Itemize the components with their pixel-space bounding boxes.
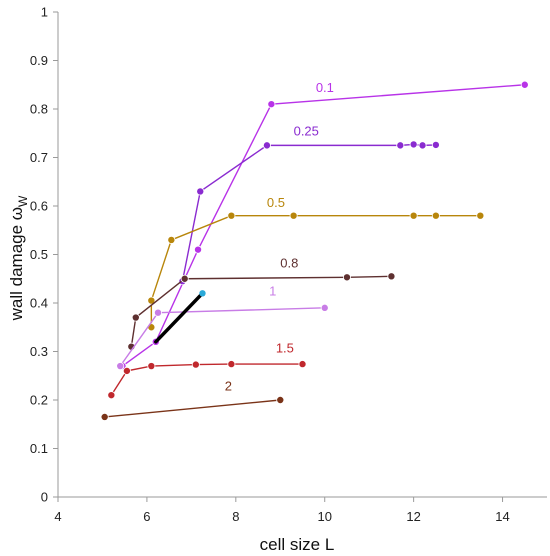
y-tick-label: 0.9 [30,53,48,68]
data-point [147,296,156,305]
data-point [320,303,329,312]
y-tick-label: 0.6 [30,199,48,214]
series-label: 0.5 [267,195,285,210]
data-point [147,362,156,371]
y-tick-label: 0 [41,490,48,505]
series-0_8: 0.8 [127,256,396,351]
data-point [396,141,405,150]
series-label: 0.1 [316,80,334,95]
data-point [227,211,236,220]
data-point [191,360,200,369]
data-point [196,187,205,196]
series-line [104,399,281,418]
data-point [298,360,307,369]
series-line [122,84,525,367]
data-point [100,412,109,421]
series-1_5: 1.5 [107,340,307,400]
x-tick-label: 6 [143,509,150,524]
series-label: 2 [225,378,232,393]
data-point [262,141,271,150]
y-axis-title-main: wall damage ω [7,207,26,321]
y-tick-label: 0.1 [30,441,48,456]
series-label: 0.8 [280,256,298,271]
data-point [418,141,427,150]
overlay [154,290,206,344]
trend-endpoint [199,290,206,297]
data-point [409,140,418,149]
x-tick-label: 12 [406,509,420,524]
data-point [387,272,396,281]
y-axis-title: wall damage ωW [7,195,30,321]
data-point [154,308,163,317]
x-axis-title: cell size L [260,535,335,554]
y-tick-label: 0.3 [30,344,48,359]
series-1: 1 [116,284,329,371]
series-line [150,214,481,328]
series-label: 1.5 [276,340,294,355]
series-0_5: 0.5 [147,195,485,332]
x-tick-label: 4 [54,509,61,524]
series-0_1: 0.1 [118,80,529,371]
x-tick-label: 14 [495,509,509,524]
y-tick-label: 1 [41,5,48,20]
data-point [122,366,131,375]
data-point [289,211,298,220]
data-point [107,391,116,400]
y-tick-label: 0.5 [30,247,48,262]
series-0_25: 0.25 [178,124,440,286]
series-2: 2 [100,378,285,421]
data-point [409,211,418,220]
series-label: 0.25 [294,124,319,139]
data-point [431,211,440,220]
data-point [342,273,351,282]
data-point [476,211,485,220]
series-line [181,143,436,282]
series-line [110,363,303,396]
series-label: 1 [269,284,276,299]
data-point [116,362,125,371]
x-tick-label: 8 [232,509,239,524]
data-point [267,100,276,109]
y-axis-title-subscript: W [16,195,30,207]
data-point [180,274,189,283]
data-point [131,313,140,322]
data-point [167,235,176,244]
data-point [431,140,440,149]
data-point [194,245,203,254]
x-tick-label: 10 [317,509,331,524]
y-tick-label: 0.2 [30,393,48,408]
y-tick-label: 0.7 [30,150,48,165]
trend-line [154,291,205,344]
data-point [276,395,285,404]
data-point [227,360,236,369]
y-tick-label: 0.8 [30,102,48,117]
y-tick-label: 0.4 [30,296,48,311]
series-layer: 0.1 0.25 0.5 0.8 1 1.5 2 [100,80,529,421]
data-point [520,80,529,89]
